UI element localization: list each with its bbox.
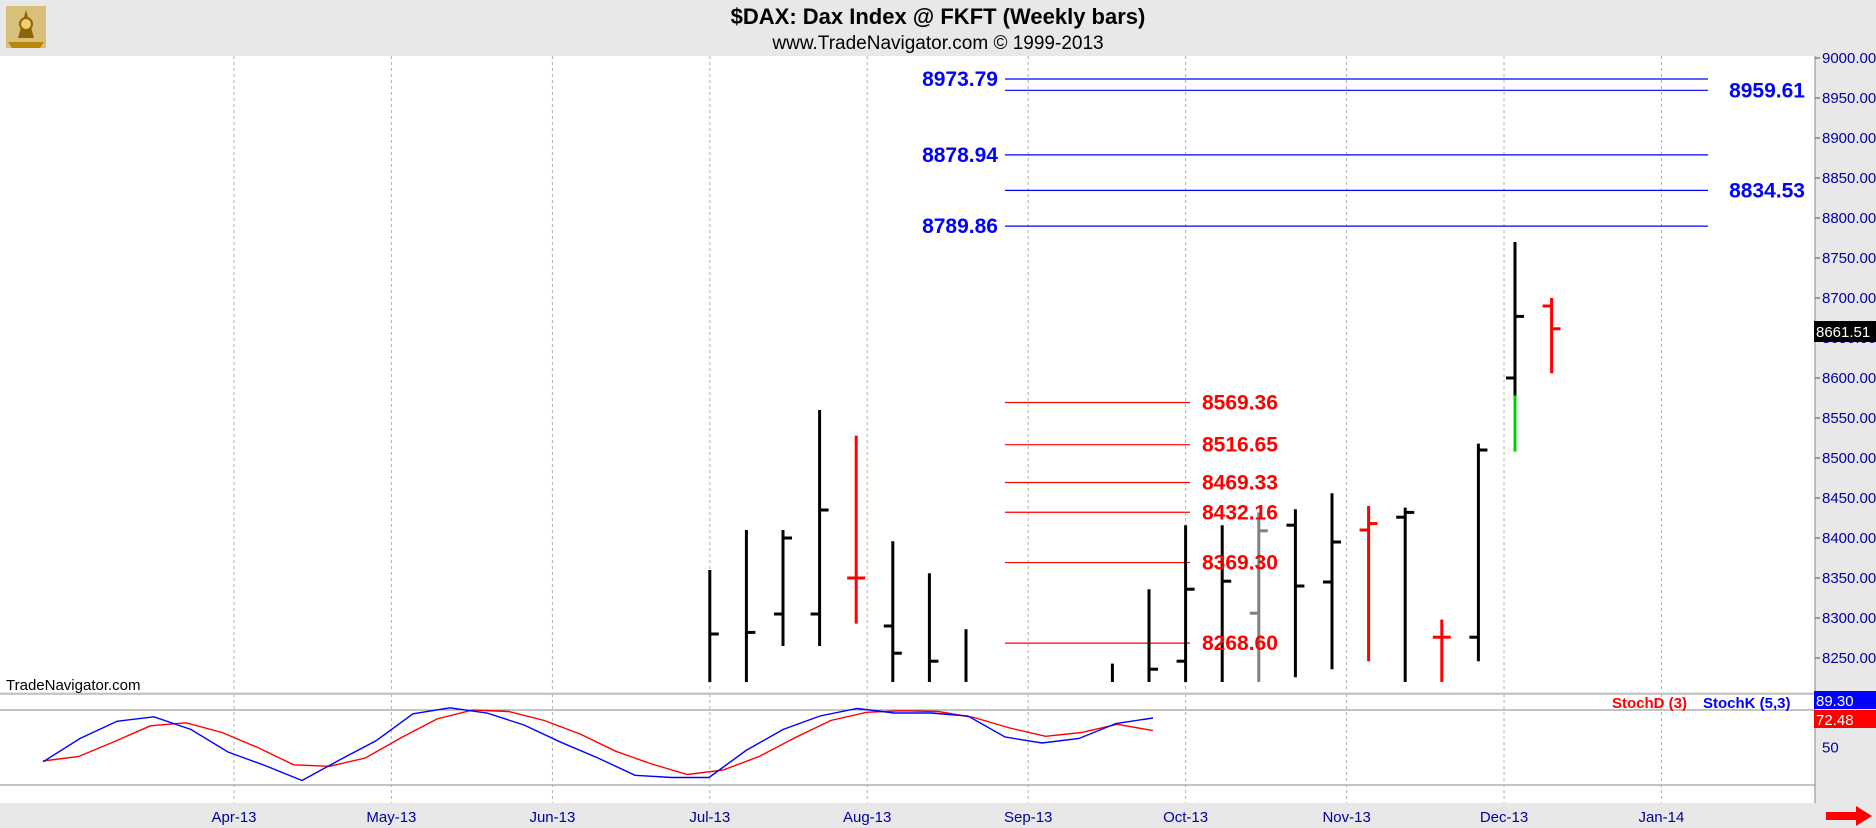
price-axis: 8250.00 8300.00 8350.00 8400.00 8450.00 8500.… (1815, 50, 1876, 667)
stoch-k-line (42, 707, 1154, 782)
target-level-label: 8834.53 (1729, 179, 1805, 202)
ohlc-bar (847, 435, 866, 624)
ohlc-bar (1396, 507, 1415, 682)
legend-stoch-k: StochK (5,3) (1703, 695, 1791, 712)
stoch-lines (42, 707, 1154, 782)
date-tick-label: Aug-13 (843, 809, 891, 826)
ohlc-bar (1359, 506, 1378, 662)
ohlc-bar (1249, 512, 1268, 682)
ohlc-bar (1469, 443, 1488, 662)
chart-title: $DAX: Dax Index @ FKFT (Weekly bars) (731, 4, 1146, 29)
price-tick-label: 9000.00 (1822, 50, 1876, 67)
support-level-label: 8516.65 (1202, 434, 1278, 457)
support-level-label: 8569.36 (1202, 392, 1278, 415)
date-tick-label: May-13 (366, 809, 416, 826)
date-tick-label: Sep-13 (1004, 809, 1052, 826)
chart-subtitle: www.TradeNavigator.com © 1999-2013 (771, 33, 1103, 54)
date-tick-label: Jun-13 (529, 809, 575, 826)
support-level-label: 8369.30 (1202, 552, 1278, 575)
date-tick-label: Jul-13 (689, 809, 730, 826)
stoch-d-value-tag (1814, 710, 1876, 728)
date-tick-label: Jan-14 (1638, 809, 1684, 826)
stoch-k-value-label: 89.30 (1816, 693, 1854, 710)
price-tick-label: 8450.00 (1822, 490, 1876, 507)
date-tick-label: Nov-13 (1322, 809, 1370, 826)
ohlc-bar (1286, 509, 1305, 678)
ohlc-bar (708, 570, 719, 682)
stoch-axis: 50 (1822, 740, 1839, 757)
date-tick-label: Dec-13 (1480, 809, 1528, 826)
price-tick-label: 8550.00 (1822, 410, 1876, 427)
level-lines (1005, 78, 1708, 644)
price-tick-label: 8850.00 (1822, 170, 1876, 187)
price-tick-label: 8400.00 (1822, 530, 1876, 547)
trade-navigator-logo-icon (6, 6, 46, 48)
target-level-label: 8878.94 (922, 144, 998, 167)
price-tick-label: 8700.00 (1822, 290, 1876, 307)
stoch-k-value-tag (1814, 691, 1876, 709)
stoch-tick-label: 50 (1822, 740, 1839, 757)
price-tick-label: 8500.00 (1822, 450, 1876, 467)
price-tick-label: 8350.00 (1822, 570, 1876, 587)
date-tick-label: Apr-13 (211, 809, 256, 826)
ohlc-bar (1323, 493, 1341, 670)
ohlc-bar (1542, 298, 1561, 374)
price-tick-label: 8750.00 (1822, 250, 1876, 267)
ohlc-bar (744, 530, 756, 682)
level-labels: 8973.79 8878.94 8789.86 8959.61 8834.53 8569.… (922, 68, 1805, 655)
ohlc-bar (1506, 242, 1524, 396)
scroll-right-arrow-icon[interactable] (1826, 806, 1872, 826)
target-level-label: 8789.86 (922, 215, 998, 238)
support-level-label: 8268.60 (1202, 632, 1278, 655)
support-level-label: 8432.16 (1202, 501, 1278, 524)
target-level-label: 8973.79 (922, 68, 998, 91)
stoch-d-value-label: 72.48 (1816, 712, 1854, 729)
price-tick-label: 8300.00 (1822, 610, 1876, 627)
ohlc-bar (774, 530, 792, 646)
ohlc-bar (1176, 525, 1195, 682)
price-tick-label: 8800.00 (1822, 210, 1876, 227)
ohlc-bar (1432, 619, 1451, 682)
legend-stoch-d: StochD (3) (1612, 695, 1687, 712)
ohlc-bar (883, 541, 902, 682)
date-tick-label: Oct-13 (1163, 809, 1208, 826)
ohlc-bar (1147, 589, 1158, 682)
target-level-label: 8959.61 (1729, 79, 1805, 102)
ohlc-bar (927, 573, 939, 682)
price-bars (708, 242, 1561, 682)
price-panel (0, 56, 1815, 692)
ohlc-bar (1220, 525, 1232, 682)
watermark-label: TradeNavigator.com (6, 677, 141, 694)
last-price-tag (1814, 321, 1876, 342)
price-tick-label: 8900.00 (1822, 130, 1876, 147)
date-axis: Apr-13 May-13 Jun-13 Jul-13 Aug-13 Sep-13 Oct-… (211, 809, 1684, 826)
price-tick-label: 8250.00 (1822, 650, 1876, 667)
ohlc-bar (810, 410, 829, 646)
price-tick-label: 8600.00 (1822, 370, 1876, 387)
support-level-label: 8469.33 (1202, 472, 1278, 495)
price-tick-label: 8950.00 (1822, 90, 1876, 107)
last-price-label: 8661.51 (1816, 324, 1870, 341)
